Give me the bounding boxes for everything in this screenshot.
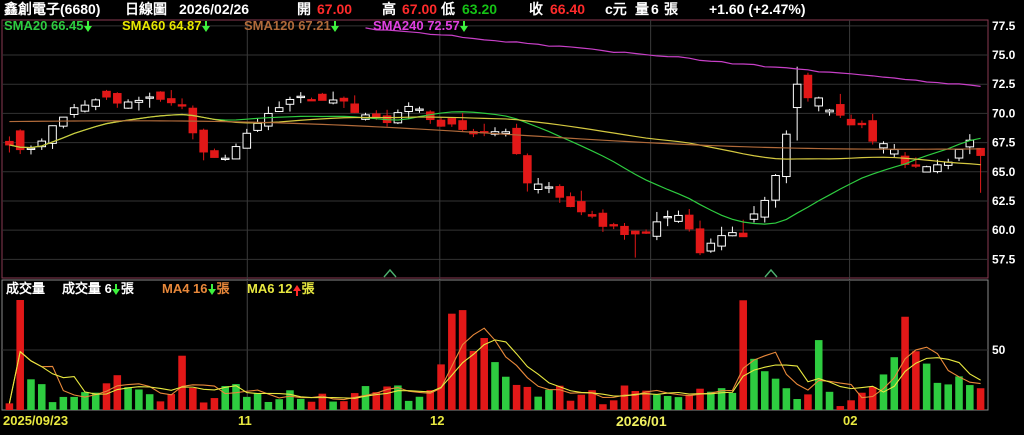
svg-text:50: 50 [992,343,1006,357]
